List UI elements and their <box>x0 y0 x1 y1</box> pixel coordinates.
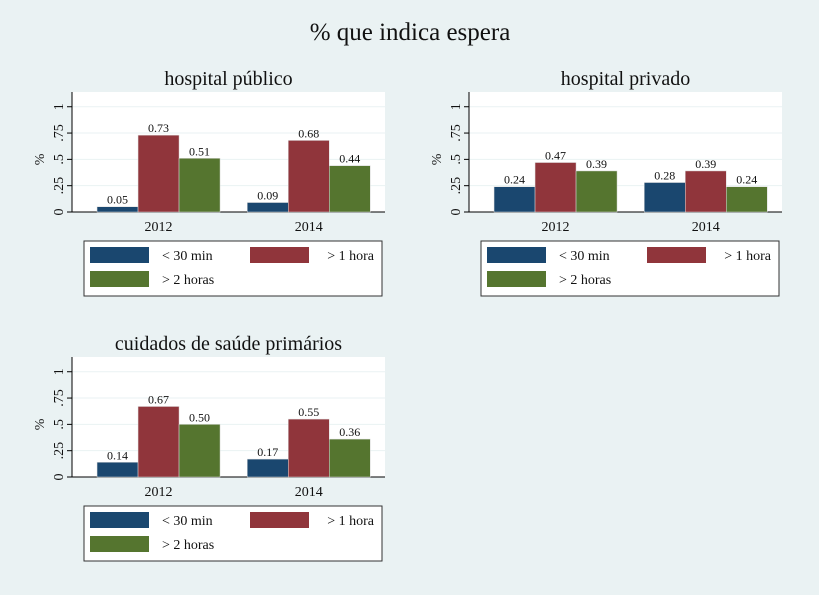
bar-data-label: 0.05 <box>107 193 128 207</box>
bar-data-label: 0.24 <box>736 173 757 187</box>
panel-title: cuidados de saúde primários <box>115 333 342 355</box>
legend-label: > 2 horas <box>559 273 611 288</box>
x-tick-label: 2014 <box>692 220 720 235</box>
y-tick-label: .5 <box>52 419 67 430</box>
legend-label: < 30 min <box>162 514 213 529</box>
legend-swatch <box>250 512 309 528</box>
bar-data-label: 0.73 <box>148 121 169 135</box>
y-tick-label: .75 <box>52 124 67 142</box>
bar <box>96 462 139 478</box>
y-axis-label: % <box>33 153 48 165</box>
legend-swatch <box>250 247 309 263</box>
bar-data-label: 0.55 <box>298 405 319 419</box>
bar-data-label: 0.67 <box>148 392 169 406</box>
x-tick-label: 2014 <box>295 485 323 500</box>
bar-data-label: 0.09 <box>257 189 278 203</box>
bar <box>575 170 618 213</box>
y-tick-label: 1 <box>449 103 464 110</box>
bar-data-label: 0.24 <box>504 173 525 187</box>
bar <box>288 140 330 213</box>
figure-title: % que indica espera <box>310 19 511 46</box>
panel-title: hospital privado <box>561 68 690 90</box>
y-tick-label: 0 <box>52 474 67 481</box>
bar <box>247 458 289 478</box>
panel-title: hospital público <box>164 68 292 90</box>
bar-data-label: 0.36 <box>339 425 360 439</box>
bar <box>178 158 221 213</box>
bar-data-label: 0.39 <box>695 157 716 171</box>
y-tick-label: 1 <box>52 368 67 375</box>
x-tick-label: 2014 <box>295 220 323 235</box>
y-tick-label: .75 <box>449 124 464 142</box>
legend: < 30 min > 1 hora > 2 horas <box>83 505 383 562</box>
legend-swatch <box>90 247 149 263</box>
bar <box>726 186 768 213</box>
y-tick-label: .25 <box>449 177 464 195</box>
bar-data-label: 0.47 <box>545 149 566 163</box>
panel-3: cuidados de saúde primários 0 .25 .5 .75 1% 0.… <box>33 333 385 562</box>
bar <box>137 134 180 213</box>
bar-data-label: 0.68 <box>298 126 319 140</box>
legend-swatch <box>487 271 546 287</box>
bar <box>534 162 577 213</box>
legend-swatch <box>90 536 149 552</box>
y-axis-label: % <box>430 153 445 165</box>
legend-swatch <box>647 247 706 263</box>
legend: < 30 min > 1 hora > 2 horas <box>83 240 383 297</box>
y-tick-label: .5 <box>52 154 67 165</box>
legend-label: < 30 min <box>162 249 213 264</box>
legend-swatch <box>487 247 546 263</box>
x-tick-label: 2012 <box>145 220 173 235</box>
bar <box>137 406 180 478</box>
bar-data-label: 0.50 <box>189 410 210 424</box>
y-axis-label: % <box>33 418 48 430</box>
bar-data-label: 0.14 <box>107 448 128 462</box>
x-tick-label: 2012 <box>542 220 570 235</box>
bar <box>644 182 686 213</box>
bar-data-label: 0.44 <box>339 152 360 166</box>
y-tick-label: 1 <box>52 103 67 110</box>
bar <box>288 418 330 478</box>
x-tick-label: 2012 <box>145 485 173 500</box>
legend-label: < 30 min <box>559 249 610 264</box>
bar-data-label: 0.39 <box>586 157 607 171</box>
bar <box>329 438 371 478</box>
y-tick-label: .25 <box>52 442 67 460</box>
bar-data-label: 0.51 <box>189 144 210 158</box>
bar <box>493 186 536 213</box>
legend-label: > 1 hora <box>327 514 375 529</box>
y-tick-label: 0 <box>449 209 464 216</box>
panel-2: hospital privado 0 .25 .5 .75 1% 0.24 0.47 0.39 2… <box>430 68 782 297</box>
legend-label: > 2 horas <box>162 538 214 553</box>
legend-swatch <box>90 271 149 287</box>
bar-data-label: 0.28 <box>654 169 675 183</box>
bar <box>329 165 371 213</box>
bar <box>96 206 139 213</box>
y-tick-label: 0 <box>52 209 67 216</box>
y-tick-label: .75 <box>52 389 67 407</box>
bar <box>247 202 289 213</box>
panel-1: hospital público 0 .25 .5 .75 1% 0.05 0.73 0.51 2… <box>33 68 385 297</box>
legend-label: > 2 horas <box>162 273 214 288</box>
legend-label: > 1 hora <box>327 249 375 264</box>
bar <box>178 424 221 478</box>
bar <box>685 170 727 213</box>
legend-swatch <box>90 512 149 528</box>
y-tick-label: .5 <box>449 154 464 165</box>
y-tick-label: .25 <box>52 177 67 195</box>
bar-data-label: 0.17 <box>257 445 278 459</box>
legend: < 30 min > 1 hora > 2 horas <box>480 240 780 297</box>
legend-label: > 1 hora <box>724 249 772 264</box>
